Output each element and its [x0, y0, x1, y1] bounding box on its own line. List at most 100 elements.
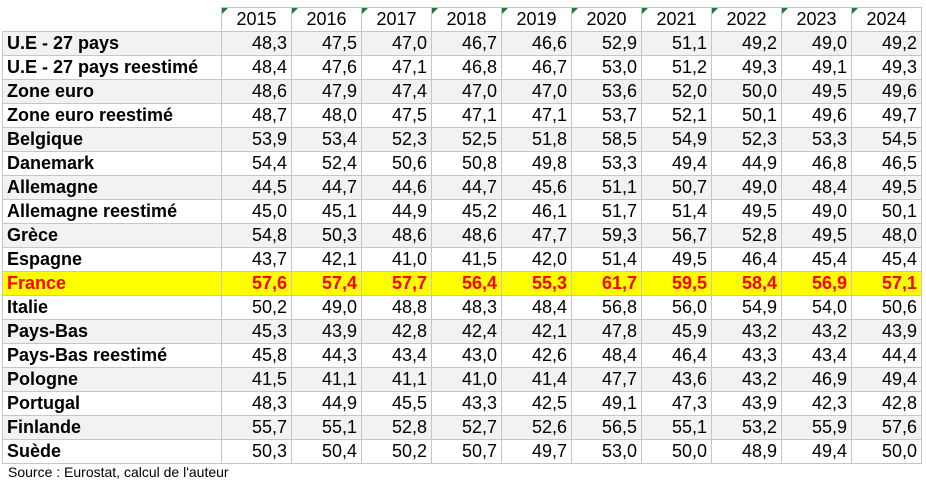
year-header-2015[interactable]: 2015: [221, 7, 292, 32]
value-cell[interactable]: 50,2: [221, 295, 292, 320]
value-cell[interactable]: 49,5: [711, 199, 782, 224]
value-cell[interactable]: 48,4: [571, 343, 642, 368]
value-cell[interactable]: 55,1: [641, 415, 712, 440]
value-cell[interactable]: 50,0: [851, 439, 922, 464]
value-cell[interactable]: 49,0: [781, 31, 852, 56]
value-cell[interactable]: 55,7: [221, 415, 292, 440]
value-cell[interactable]: 49,3: [711, 55, 782, 80]
value-cell[interactable]: 42,4: [431, 319, 502, 344]
value-cell[interactable]: 44,7: [431, 175, 502, 200]
value-cell[interactable]: 45,2: [431, 199, 502, 224]
value-cell[interactable]: 57,4: [291, 271, 362, 296]
value-cell[interactable]: 41,0: [431, 367, 502, 392]
value-cell[interactable]: 41,1: [361, 367, 432, 392]
value-cell[interactable]: 43,3: [711, 343, 782, 368]
value-cell[interactable]: 41,0: [361, 247, 432, 272]
value-cell[interactable]: 56,9: [781, 271, 852, 296]
value-cell[interactable]: 52,1: [641, 103, 712, 128]
value-cell[interactable]: 61,7: [571, 271, 642, 296]
value-cell[interactable]: 43,9: [711, 391, 782, 416]
value-cell[interactable]: 55,9: [781, 415, 852, 440]
value-cell[interactable]: 51,1: [641, 31, 712, 56]
value-cell[interactable]: 45,4: [851, 247, 922, 272]
value-cell[interactable]: 52,4: [291, 151, 362, 176]
row-label[interactable]: Suède: [2, 439, 222, 464]
value-cell[interactable]: 52,8: [361, 415, 432, 440]
value-cell[interactable]: 43,2: [781, 319, 852, 344]
value-cell[interactable]: 56,5: [571, 415, 642, 440]
value-cell[interactable]: 48,3: [431, 295, 502, 320]
value-cell[interactable]: 49,2: [711, 31, 782, 56]
value-cell[interactable]: 54,9: [641, 127, 712, 152]
value-cell[interactable]: 44,4: [851, 343, 922, 368]
value-cell[interactable]: 49,0: [781, 199, 852, 224]
value-cell[interactable]: 43,4: [361, 343, 432, 368]
value-cell[interactable]: 51,8: [501, 127, 572, 152]
value-cell[interactable]: 47,3: [641, 391, 712, 416]
value-cell[interactable]: 43,4: [781, 343, 852, 368]
value-cell[interactable]: 47,7: [571, 367, 642, 392]
value-cell[interactable]: 48,0: [291, 103, 362, 128]
value-cell[interactable]: 45,6: [501, 175, 572, 200]
value-cell[interactable]: 48,4: [781, 175, 852, 200]
value-cell[interactable]: 48,4: [221, 55, 292, 80]
value-cell[interactable]: 46,9: [781, 367, 852, 392]
value-cell[interactable]: 52,6: [501, 415, 572, 440]
value-cell[interactable]: 45,1: [291, 199, 362, 224]
row-label[interactable]: Finlande: [2, 415, 222, 440]
value-cell[interactable]: 49,2: [851, 31, 922, 56]
value-cell[interactable]: 50,7: [431, 439, 502, 464]
value-cell[interactable]: 41,1: [291, 367, 362, 392]
value-cell[interactable]: 46,8: [781, 151, 852, 176]
value-cell[interactable]: 43,2: [711, 367, 782, 392]
value-cell[interactable]: 44,7: [291, 175, 362, 200]
value-cell[interactable]: 45,4: [781, 247, 852, 272]
value-cell[interactable]: 44,9: [711, 151, 782, 176]
value-cell[interactable]: 53,9: [221, 127, 292, 152]
value-cell[interactable]: 48,8: [361, 295, 432, 320]
row-label[interactable]: Italie: [2, 295, 222, 320]
value-cell[interactable]: 53,4: [291, 127, 362, 152]
value-cell[interactable]: 50,1: [851, 199, 922, 224]
value-cell[interactable]: 48,6: [361, 223, 432, 248]
value-cell[interactable]: 42,1: [291, 247, 362, 272]
value-cell[interactable]: 47,0: [501, 79, 572, 104]
value-cell[interactable]: 43,0: [431, 343, 502, 368]
value-cell[interactable]: 46,7: [431, 31, 502, 56]
value-cell[interactable]: 49,6: [851, 79, 922, 104]
value-cell[interactable]: 54,9: [711, 295, 782, 320]
value-cell[interactable]: 47,7: [501, 223, 572, 248]
value-cell[interactable]: 49,4: [641, 151, 712, 176]
value-cell[interactable]: 54,4: [221, 151, 292, 176]
row-label[interactable]: Allemagne: [2, 175, 222, 200]
value-cell[interactable]: 47,5: [361, 103, 432, 128]
value-cell[interactable]: 49,6: [781, 103, 852, 128]
value-cell[interactable]: 53,3: [781, 127, 852, 152]
value-cell[interactable]: 49,4: [781, 439, 852, 464]
year-header-2024[interactable]: 2024: [851, 7, 922, 32]
value-cell[interactable]: 43,2: [711, 319, 782, 344]
value-cell[interactable]: 42,6: [501, 343, 572, 368]
value-cell[interactable]: 43,9: [291, 319, 362, 344]
value-cell[interactable]: 58,4: [711, 271, 782, 296]
value-cell[interactable]: 47,6: [291, 55, 362, 80]
value-cell[interactable]: 59,3: [571, 223, 642, 248]
value-cell[interactable]: 53,0: [571, 55, 642, 80]
value-cell[interactable]: 47,0: [361, 31, 432, 56]
value-cell[interactable]: 47,1: [361, 55, 432, 80]
value-cell[interactable]: 52,8: [711, 223, 782, 248]
row-label[interactable]: Danemark: [2, 151, 222, 176]
value-cell[interactable]: 46,1: [501, 199, 572, 224]
row-label[interactable]: Allemagne reestimé: [2, 199, 222, 224]
value-cell[interactable]: 59,5: [641, 271, 712, 296]
value-cell[interactable]: 50,2: [361, 439, 432, 464]
value-cell[interactable]: 42,8: [361, 319, 432, 344]
value-cell[interactable]: 51,4: [641, 199, 712, 224]
value-cell[interactable]: 50,7: [641, 175, 712, 200]
value-cell[interactable]: 52,7: [431, 415, 502, 440]
value-cell[interactable]: 45,0: [221, 199, 292, 224]
value-cell[interactable]: 47,4: [361, 79, 432, 104]
value-cell[interactable]: 56,4: [431, 271, 502, 296]
value-cell[interactable]: 55,3: [501, 271, 572, 296]
value-cell[interactable]: 57,6: [851, 415, 922, 440]
